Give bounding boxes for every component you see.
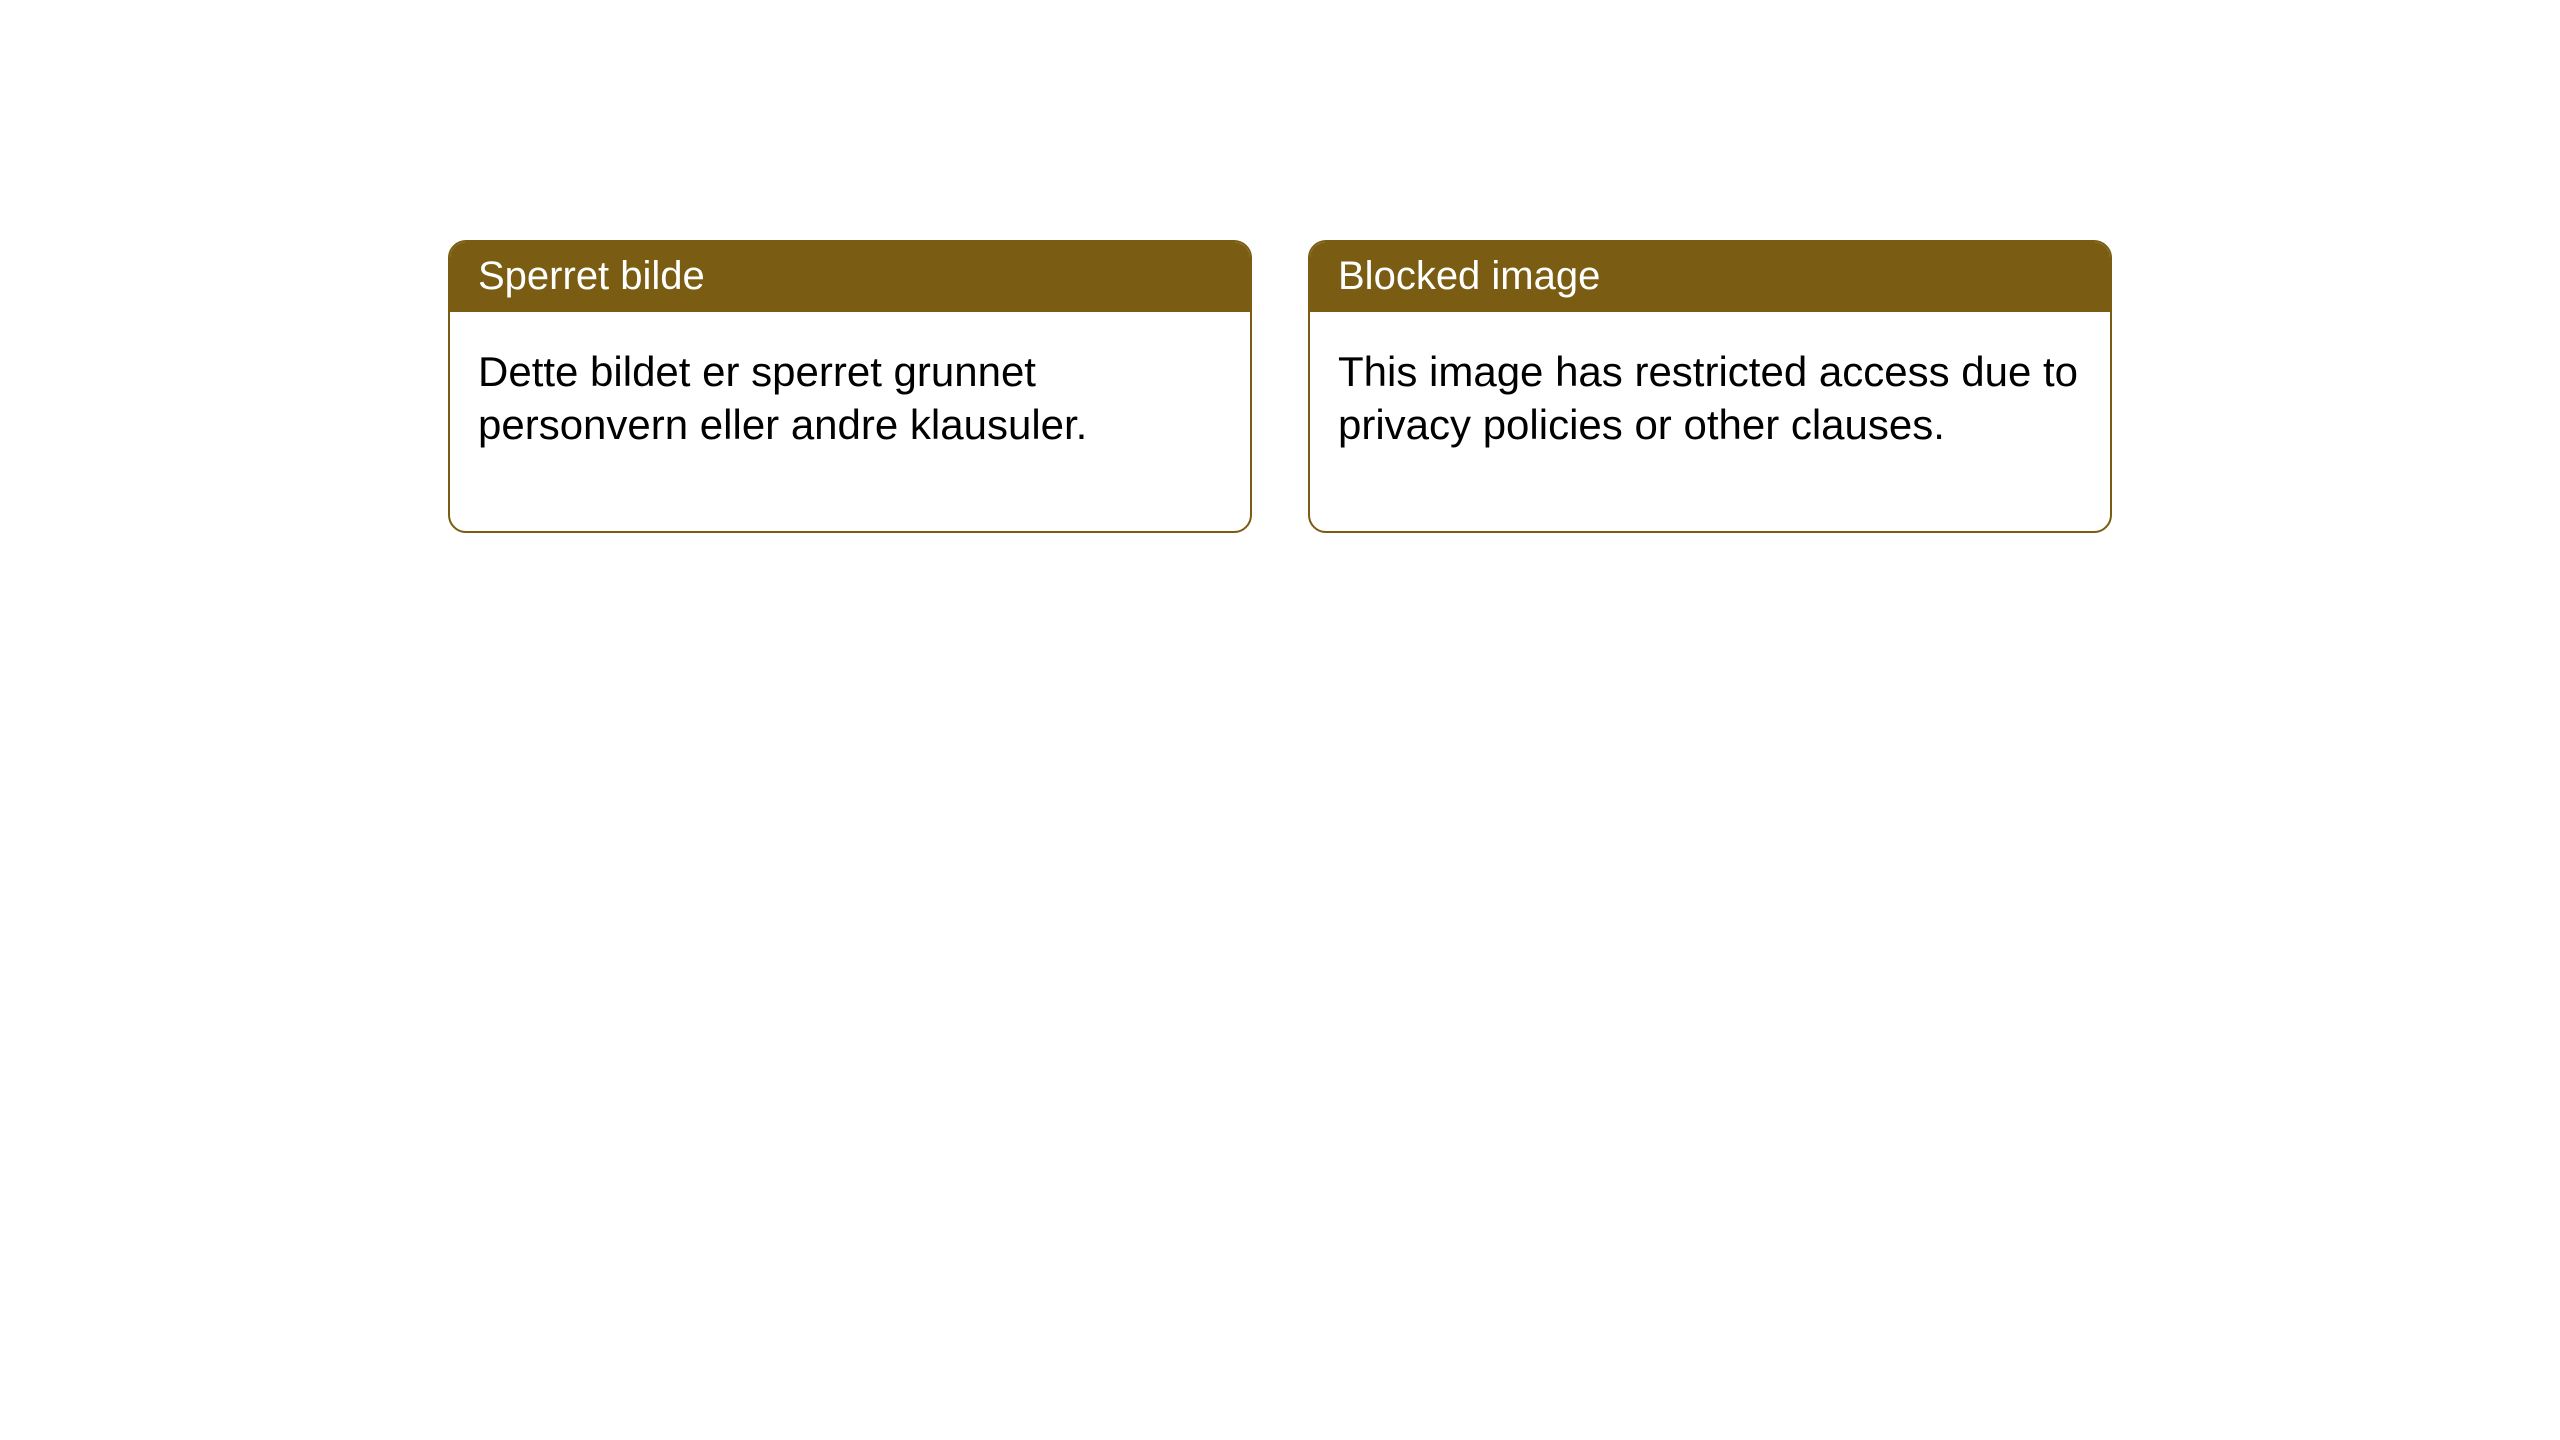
card-header-en: Blocked image [1310,242,2110,312]
card-body-en: This image has restricted access due to … [1310,312,2110,531]
card-message-en: This image has restricted access due to … [1338,348,2078,448]
blocked-image-card-en: Blocked image This image has restricted … [1308,240,2112,533]
blocked-image-cards: Sperret bilde Dette bildet er sperret gr… [448,240,2112,533]
card-message-no: Dette bildet er sperret grunnet personve… [478,348,1087,448]
card-header-no: Sperret bilde [450,242,1250,312]
card-title-no: Sperret bilde [478,254,705,298]
blocked-image-card-no: Sperret bilde Dette bildet er sperret gr… [448,240,1252,533]
card-body-no: Dette bildet er sperret grunnet personve… [450,312,1250,531]
card-title-en: Blocked image [1338,254,1600,298]
